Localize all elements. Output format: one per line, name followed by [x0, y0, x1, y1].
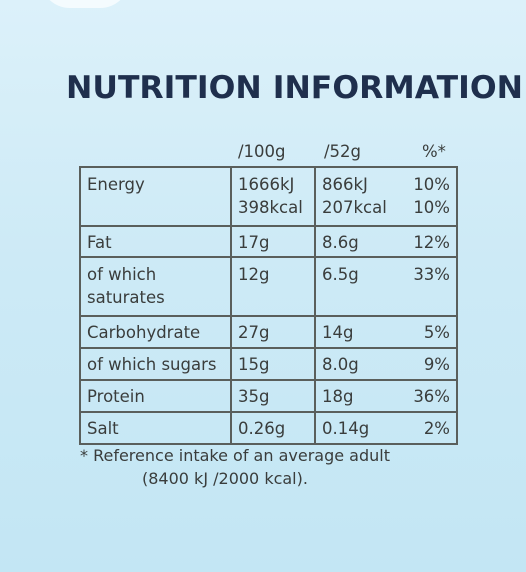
value-per-serving: 18g: [314, 379, 398, 413]
column-header-reference-intake: %*: [422, 142, 446, 161]
nutrient-name: Protein: [79, 379, 232, 413]
table-row-sugars: of which sugars 15g 8.0g 9%: [79, 347, 458, 381]
value-per-serving: 14g: [314, 315, 398, 349]
value-per-100g: 0.26g: [230, 411, 316, 445]
table-row-energy: Energy 1666kJ 398kcal 866kJ 207kcal 10% …: [79, 166, 458, 227]
value-per-serving: 8.0g: [314, 347, 398, 381]
value-per-serving: 6.5g: [314, 256, 398, 317]
nutrient-name: Salt: [79, 411, 232, 445]
table-row-salt: Salt 0.26g 0.14g 2%: [79, 411, 458, 445]
value-per-serving: 866kJ 207kcal: [314, 166, 398, 227]
table-row-saturates: of which saturates 12g 6.5g 33%: [79, 256, 458, 317]
reference-intake-footnote: * Reference intake of an average adult (…: [80, 444, 390, 490]
package-top-shape: [40, 0, 130, 8]
value-per-100g: 17g: [230, 225, 316, 258]
value-per-100g: 35g: [230, 379, 316, 413]
nutrition-table: Energy 1666kJ 398kcal 866kJ 207kcal 10% …: [79, 166, 458, 445]
page-title: NUTRITION INFORMATION: [66, 70, 523, 106]
value-reference-intake: 10% 10%: [398, 166, 458, 227]
value-reference-intake: 5%: [398, 315, 458, 349]
value-reference-intake: 9%: [398, 347, 458, 381]
value-per-100g: 12g: [230, 256, 316, 317]
nutrient-name: Fat: [79, 225, 232, 258]
value-reference-intake: 2%: [398, 411, 458, 445]
column-header-per-serving: /52g: [324, 142, 362, 161]
column-headers: /100g /52g %*: [0, 142, 526, 166]
value-per-100g: 1666kJ 398kcal: [230, 166, 316, 227]
value-reference-intake: 12%: [398, 225, 458, 258]
table-row-protein: Protein 35g 18g 36%: [79, 379, 458, 413]
value-per-100g: 27g: [230, 315, 316, 349]
footnote-line-1: * Reference intake of an average adult: [80, 446, 390, 465]
table-row-fat: Fat 17g 8.6g 12%: [79, 225, 458, 258]
nutrient-name: Carbohydrate: [79, 315, 232, 349]
nutrient-name: Energy: [79, 166, 232, 227]
column-header-per-100g: /100g: [238, 142, 286, 161]
nutrient-name: of which sugars: [79, 347, 232, 381]
nutrient-name: of which saturates: [79, 256, 232, 317]
value-reference-intake: 36%: [398, 379, 458, 413]
value-per-100g: 15g: [230, 347, 316, 381]
footnote-line-2: (8400 kJ /2000 kcal).: [142, 469, 308, 488]
value-reference-intake: 33%: [398, 256, 458, 317]
value-per-serving: 0.14g: [314, 411, 398, 445]
value-per-serving: 8.6g: [314, 225, 398, 258]
table-row-carbohydrate: Carbohydrate 27g 14g 5%: [79, 315, 458, 349]
